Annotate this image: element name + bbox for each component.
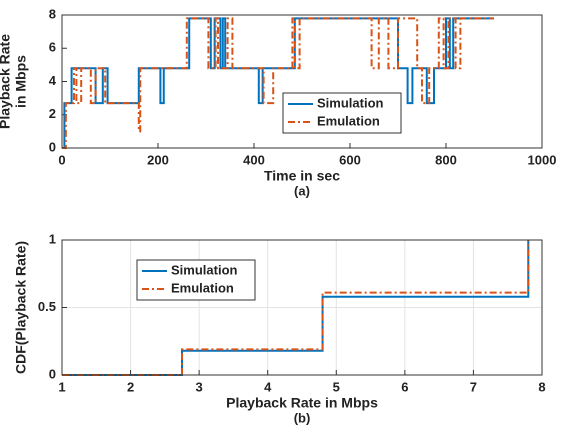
x-tick-label: 600 bbox=[339, 152, 361, 167]
y-axis-label: Playback Rate bbox=[0, 34, 13, 129]
x-axis-label: Time in sec bbox=[264, 168, 340, 184]
y-tick-label: 4 bbox=[49, 73, 57, 88]
legend: Simulation Emulation bbox=[136, 259, 256, 301]
data-line bbox=[62, 17, 494, 149]
caption: (b) bbox=[294, 410, 311, 425]
legend-label: Simulation bbox=[171, 262, 238, 277]
x-tick-label: 0 bbox=[58, 152, 65, 167]
axes-frame bbox=[61, 239, 543, 376]
data-line bbox=[62, 17, 494, 149]
x-axis-label: Playback Rate in Mbps bbox=[226, 395, 378, 411]
x-tick-label: 2 bbox=[127, 379, 134, 394]
y-tick-label: 0 bbox=[49, 366, 56, 381]
x-tick-label: 7 bbox=[470, 379, 477, 394]
y-tick-label: 6 bbox=[49, 40, 56, 55]
y-axis-label: in Mbps bbox=[13, 55, 29, 108]
x-tick-label: 1 bbox=[58, 379, 65, 394]
y-tick-label: 0.5 bbox=[38, 299, 56, 314]
x-tick-label: 3 bbox=[196, 379, 203, 394]
legend-label: Emulation bbox=[171, 280, 234, 295]
y-tick-label: 2 bbox=[49, 106, 56, 121]
legend-label: Simulation bbox=[317, 95, 384, 110]
axes-frame bbox=[61, 14, 543, 149]
legend: Simulation Emulation bbox=[282, 92, 402, 134]
x-tick-label: 5 bbox=[333, 379, 340, 394]
y-tick-label: 8 bbox=[49, 6, 56, 21]
x-tick-label: 6 bbox=[401, 379, 408, 394]
legend-box bbox=[136, 259, 256, 301]
y-tick-label: 0 bbox=[49, 139, 56, 154]
x-tick-label: 4 bbox=[264, 379, 272, 394]
x-tick-label: 1000 bbox=[528, 152, 557, 167]
y-axis-label: CDF(Playback Rate) bbox=[13, 241, 29, 374]
caption: (a) bbox=[294, 183, 310, 198]
x-tick-label: 200 bbox=[147, 152, 169, 167]
y-tick-label: 1 bbox=[49, 231, 56, 246]
legend-box bbox=[282, 92, 402, 134]
x-tick-label: 8 bbox=[538, 379, 545, 394]
legend-label: Emulation bbox=[317, 113, 380, 128]
x-tick-label: 800 bbox=[435, 152, 457, 167]
x-tick-label: 400 bbox=[243, 152, 265, 167]
